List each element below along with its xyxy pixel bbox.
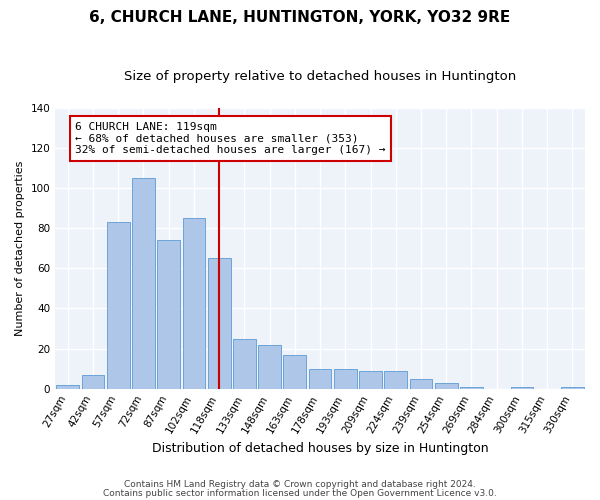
Bar xyxy=(561,386,584,388)
Bar xyxy=(56,384,79,388)
Bar xyxy=(283,354,306,388)
X-axis label: Distribution of detached houses by size in Huntington: Distribution of detached houses by size … xyxy=(152,442,488,455)
Text: 6, CHURCH LANE, HUNTINGTON, YORK, YO32 9RE: 6, CHURCH LANE, HUNTINGTON, YORK, YO32 9… xyxy=(89,10,511,25)
Bar xyxy=(132,178,155,388)
Title: Size of property relative to detached houses in Huntington: Size of property relative to detached ho… xyxy=(124,70,516,83)
Bar xyxy=(511,386,533,388)
Bar xyxy=(208,258,230,388)
Bar xyxy=(435,382,458,388)
Bar xyxy=(233,338,256,388)
Bar xyxy=(182,218,205,388)
Y-axis label: Number of detached properties: Number of detached properties xyxy=(15,160,25,336)
Bar xyxy=(334,368,356,388)
Bar xyxy=(258,344,281,389)
Bar xyxy=(359,370,382,388)
Bar xyxy=(385,370,407,388)
Bar xyxy=(460,386,483,388)
Bar xyxy=(410,378,433,388)
Bar xyxy=(82,374,104,388)
Bar xyxy=(157,240,180,388)
Text: Contains HM Land Registry data © Crown copyright and database right 2024.: Contains HM Land Registry data © Crown c… xyxy=(124,480,476,489)
Text: Contains public sector information licensed under the Open Government Licence v3: Contains public sector information licen… xyxy=(103,488,497,498)
Bar xyxy=(107,222,130,388)
Text: 6 CHURCH LANE: 119sqm
← 68% of detached houses are smaller (353)
32% of semi-det: 6 CHURCH LANE: 119sqm ← 68% of detached … xyxy=(76,122,386,155)
Bar xyxy=(309,368,331,388)
